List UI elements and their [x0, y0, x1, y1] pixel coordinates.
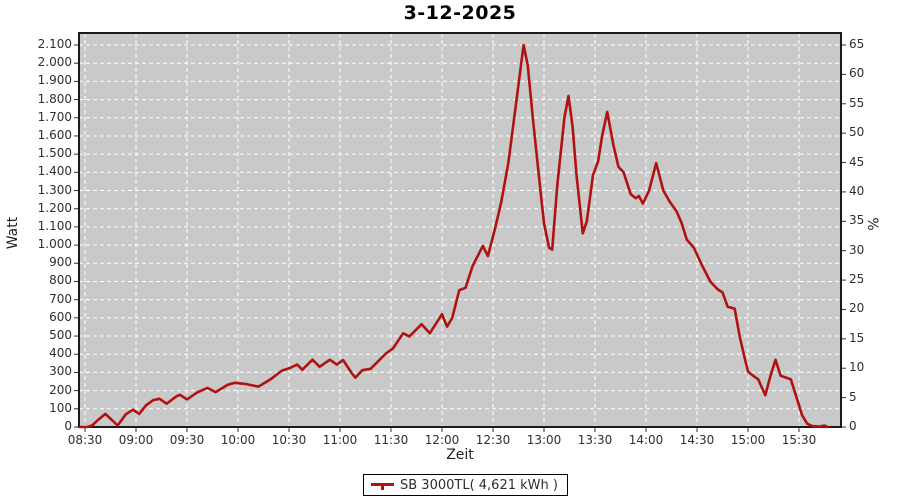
plot-border — [78, 32, 842, 428]
y-left-tick-label: 1.600 — [37, 127, 72, 142]
y-left-axis-title: Watt — [5, 216, 21, 250]
x-tick-label: 08:30 — [67, 433, 103, 447]
x-tick-label: 12:30 — [475, 433, 511, 447]
y-left-tick-label: 2.000 — [37, 55, 72, 70]
y-right-tick-label: 50 — [849, 125, 865, 140]
y-left-tick-label: 400 — [49, 346, 72, 361]
chart-title: 3-12-2025 — [403, 2, 517, 24]
y-left-tick-label: 800 — [49, 273, 72, 288]
y-right-tick-label: 35 — [849, 213, 865, 228]
x-tick-label: 13:30 — [577, 433, 613, 447]
y-left-tick-label: 100 — [49, 400, 72, 415]
y-left-tick-label: 1.500 — [37, 146, 72, 161]
x-tick-label: 15:30 — [781, 433, 817, 447]
y-right-tick-label: 0 — [849, 419, 857, 433]
y-left-tick-label: 700 — [49, 291, 72, 306]
y-right-tick-label: 60 — [849, 66, 865, 81]
y-left-tick-label: 600 — [49, 309, 72, 324]
x-tick-label: 09:00 — [118, 433, 154, 447]
y-right-tick-label: 10 — [849, 360, 865, 375]
y-left-tick-label: 1.900 — [37, 73, 72, 88]
x-tick-label: 13:00 — [526, 433, 562, 447]
x-tick-label: 14:00 — [628, 433, 664, 447]
x-tick-label: 10:00 — [220, 433, 256, 447]
y-left-tick-label: 300 — [49, 364, 72, 379]
y-left-tick-label: 900 — [49, 255, 72, 270]
x-tick-label: 09:30 — [169, 433, 205, 447]
legend: SB 3000TL( 4,621 kWh ) — [363, 474, 568, 496]
x-axis-title: Zeit — [446, 447, 474, 463]
y-right-tick-label: 20 — [849, 301, 865, 316]
y-right-tick-label: 30 — [849, 242, 865, 257]
x-tick-label: 15:00 — [730, 433, 766, 447]
y-left-tick-label: 1.300 — [37, 182, 72, 197]
legend-label: SB 3000TL( 4,621 kWh ) — [400, 477, 558, 493]
y-right-tick-label: 15 — [849, 330, 865, 345]
x-tick-label: 11:00 — [322, 433, 358, 447]
data-series-line — [78, 43, 829, 429]
y-left-tick-label: 1.800 — [37, 91, 72, 106]
y-right-tick-label: 25 — [849, 272, 865, 287]
y-left-tick-label: 200 — [49, 382, 72, 397]
legend-line-icon — [371, 480, 394, 490]
y-left-tick-label: 1.000 — [37, 237, 72, 252]
x-tick-label: 12:00 — [424, 433, 460, 447]
x-tick-label: 11:30 — [373, 433, 409, 447]
y-left-tick-label: 500 — [49, 328, 72, 343]
y-left-tick-label: 1.100 — [37, 218, 72, 233]
y-right-axis-title: % — [864, 217, 880, 231]
y-right-tick-label: 5 — [849, 389, 857, 404]
y-left-tick-label: 1.700 — [37, 109, 72, 124]
y-right-tick-label: 40 — [849, 183, 865, 198]
y-right-tick-label: 45 — [849, 154, 865, 169]
y-left-tick-label: 1.200 — [37, 200, 72, 215]
x-tick-label: 14:30 — [679, 433, 715, 447]
y-right-tick-label: 65 — [849, 37, 865, 51]
plot-background — [79, 33, 841, 427]
y-left-tick-label: 1.400 — [37, 164, 72, 179]
x-tick-label: 10:30 — [271, 433, 307, 447]
y-left-tick-label: 0 — [64, 419, 72, 433]
y-right-tick-label: 55 — [849, 95, 865, 110]
y-left-tick-label: 2.100 — [37, 37, 72, 51]
